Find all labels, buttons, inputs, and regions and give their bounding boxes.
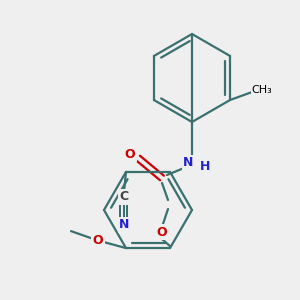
Text: O: O <box>125 148 135 160</box>
Text: H: H <box>200 160 210 173</box>
Text: C: C <box>119 190 129 203</box>
Text: N: N <box>119 218 129 231</box>
Text: N: N <box>183 157 193 169</box>
Text: O: O <box>93 234 103 247</box>
Text: CH₃: CH₃ <box>252 85 272 95</box>
Text: O: O <box>157 226 167 238</box>
